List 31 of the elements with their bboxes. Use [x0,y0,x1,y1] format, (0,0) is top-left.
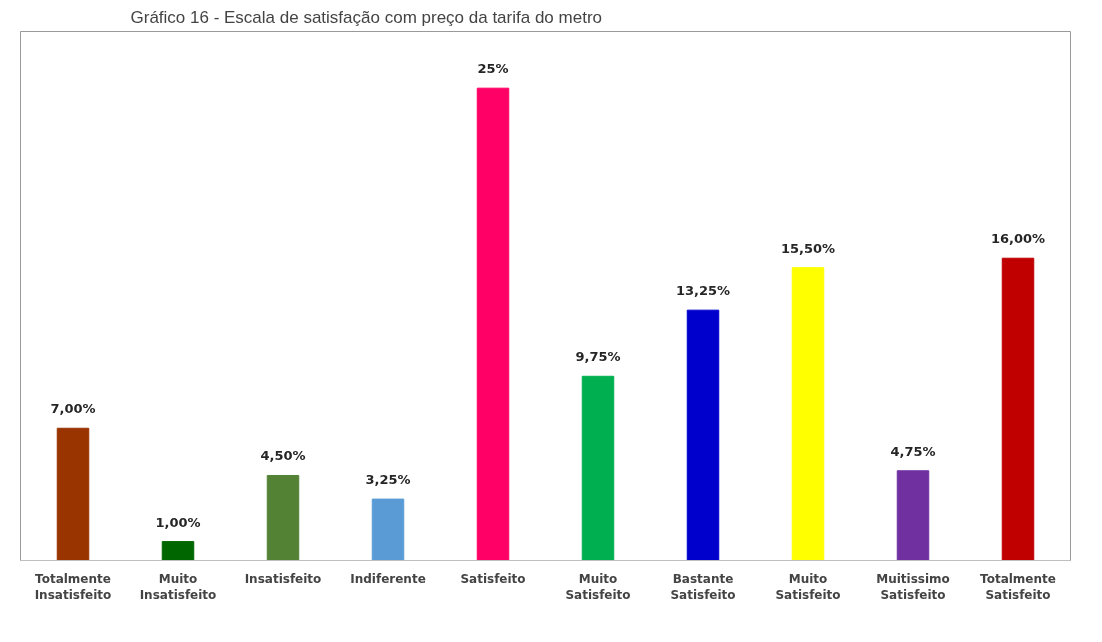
bar [581,375,615,561]
data-label: 16,00% [990,231,1046,247]
data-label: 1,00% [155,514,201,530]
bar [371,498,405,561]
x-tick-label: Totalmente Satisfeito [980,571,1056,603]
x-tick-label: Muito Insatisfeito [139,571,217,603]
bar [1001,257,1035,561]
bar [476,87,510,561]
bar [56,427,90,561]
data-label: 4,50% [260,448,306,464]
bar [266,474,300,561]
data-label: 13,25% [675,283,731,299]
x-tick-label: Muito Satisfeito [565,571,631,603]
x-tick-label: Totalmente Insatisfeito [34,571,112,603]
data-label: 25% [477,61,509,77]
data-label: 7,00% [50,401,96,417]
x-tick-label: Muitissimo Satisfeito [876,571,950,603]
data-label: 3,25% [365,472,411,488]
bar [686,309,720,561]
chart-title: Gráfico 16 - Escala de satisfação com preço da tarifa do metro [130,7,603,27]
data-label: 4,75% [890,443,936,459]
x-tick-label: Bastante Satisfeito [670,571,736,603]
x-tick-label: Insatisfeito [244,571,322,586]
x-tick-label: Muito Satisfeito [775,571,841,603]
x-tick-label: Satisfeito [460,571,526,586]
bar [161,541,195,561]
bar [896,470,930,561]
data-label: 15,50% [780,240,836,256]
bar [791,267,825,561]
x-tick-label: Indiferente [350,571,426,586]
data-label: 9,75% [575,349,621,365]
